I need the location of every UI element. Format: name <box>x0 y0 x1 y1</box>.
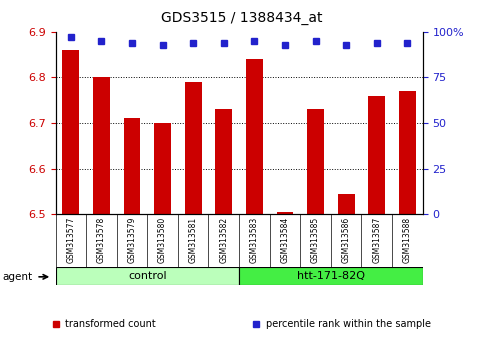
Bar <box>239 267 423 285</box>
Text: GSM313580: GSM313580 <box>158 217 167 263</box>
Bar <box>215 109 232 214</box>
Text: agent: agent <box>2 272 32 282</box>
Bar <box>246 59 263 214</box>
Text: GSM313587: GSM313587 <box>372 217 381 263</box>
Text: GDS3515 / 1388434_at: GDS3515 / 1388434_at <box>161 11 322 25</box>
Bar <box>154 123 171 214</box>
Text: GSM313583: GSM313583 <box>250 217 259 263</box>
Text: percentile rank within the sample: percentile rank within the sample <box>266 319 431 329</box>
Text: GSM313588: GSM313588 <box>403 217 412 263</box>
Text: GSM313579: GSM313579 <box>128 217 137 263</box>
Bar <box>62 50 79 214</box>
Bar <box>307 109 324 214</box>
Text: htt-171-82Q: htt-171-82Q <box>297 271 365 281</box>
Bar <box>338 194 355 214</box>
Bar <box>277 212 293 214</box>
Text: GSM313584: GSM313584 <box>281 217 289 263</box>
Text: control: control <box>128 271 167 281</box>
Text: GSM313581: GSM313581 <box>189 217 198 263</box>
Text: GSM313582: GSM313582 <box>219 217 228 263</box>
Text: GSM313586: GSM313586 <box>341 217 351 263</box>
Bar <box>369 96 385 214</box>
Bar <box>185 82 201 214</box>
Bar <box>399 91 416 214</box>
Text: GSM313585: GSM313585 <box>311 217 320 263</box>
Bar <box>124 119 141 214</box>
Text: transformed count: transformed count <box>65 319 156 329</box>
Text: GSM313577: GSM313577 <box>66 217 75 263</box>
Bar <box>56 267 239 285</box>
Text: GSM313578: GSM313578 <box>97 217 106 263</box>
Bar <box>93 78 110 214</box>
